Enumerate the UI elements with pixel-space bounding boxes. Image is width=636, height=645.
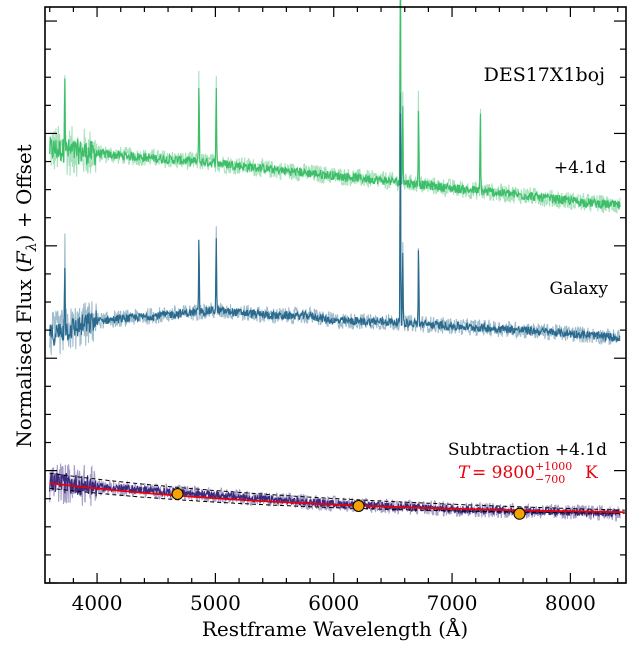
y-axis-title: Normalised Flux (Fλ) + Offset	[12, 144, 40, 447]
x-tick-label: 6000	[308, 591, 359, 615]
fit-err-plus: +1000	[535, 460, 572, 473]
photometry-point-2	[513, 507, 526, 520]
photometry-point-1	[352, 500, 365, 512]
label-series-galaxy: Galaxy	[550, 279, 609, 299]
label-series-top: +4.1d	[554, 158, 606, 178]
fit-upper-bound	[49, 472, 625, 511]
fit-temperature-unit: K	[585, 463, 598, 483]
x-tick-label: 7000	[427, 591, 478, 615]
fit-temperature-label: T = 9800 +1000 −700 K	[458, 460, 598, 486]
fit-err-minus: −700	[535, 473, 565, 486]
series-1-binned-line	[49, 113, 621, 346]
x-tick-label: 5000	[190, 591, 241, 615]
x-axis-title: Restframe Wavelength (Å)	[202, 616, 468, 641]
fit-layer	[49, 472, 625, 514]
fit-lower-bound	[49, 487, 625, 514]
fit-temperature-symbol: T	[458, 463, 471, 483]
chart-title: DES17X1boj	[484, 64, 605, 86]
series-0-raw-line	[49, 0, 621, 214]
plot-frame	[44, 6, 627, 584]
label-series-subtraction: Subtraction +4.1d	[448, 440, 607, 460]
fit-temperature-value: = 9800	[472, 463, 535, 483]
series-2-raw-line	[49, 463, 621, 522]
blackbody-fit-line	[49, 482, 625, 514]
photometry-point-0	[171, 488, 184, 500]
photometry-layer	[171, 488, 526, 520]
tick-layer: 4000 5000 6000 7000 8000	[45, 7, 626, 615]
x-tick-label: 8000	[545, 591, 596, 615]
series-0-binned-line	[49, 0, 621, 210]
x-tick-label: 4000	[72, 591, 123, 615]
